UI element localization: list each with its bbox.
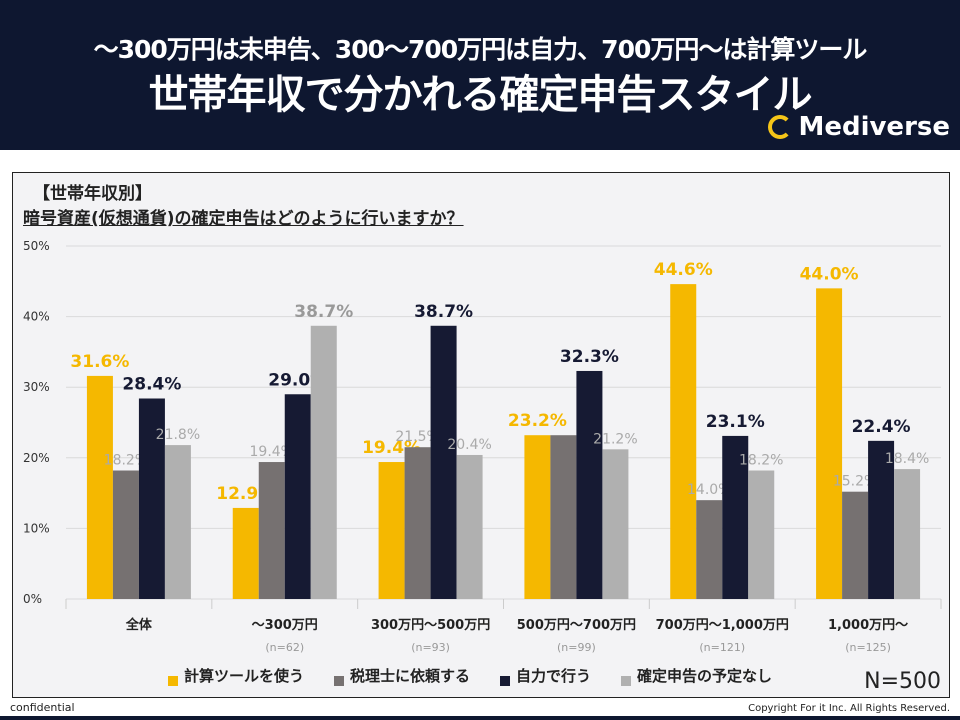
chart-question: 暗号資産(仮想通貨)の確定申告はどのように行いますか？ [23, 209, 464, 229]
data-label: 32.3% [560, 347, 619, 367]
legend-item: 自力で行う [500, 665, 591, 686]
chart-title: 【世帯年収別】 [33, 184, 152, 204]
y-tick-label: 20% [23, 451, 50, 465]
y-tick-label: 10% [23, 521, 50, 535]
data-label: 18.2% [104, 453, 148, 469]
bar [456, 454, 483, 599]
legend-item: 確定申告の予定なし [621, 665, 772, 686]
data-label: 31.6% [70, 352, 129, 372]
legend-swatch [621, 676, 632, 686]
x-tick-n: (n=93) [411, 641, 450, 654]
bar [722, 435, 749, 599]
bar [284, 394, 311, 599]
data-label: 21.8% [156, 427, 200, 443]
data-label: 44.6% [654, 260, 713, 280]
logo-text: Mediverse [798, 112, 950, 142]
data-label: 20.4% [447, 437, 491, 453]
x-tick-label: 1,000万円〜 [828, 618, 908, 633]
data-label: 38.7% [414, 302, 473, 322]
y-tick-label: 40% [23, 310, 50, 324]
data-label: 18.4% [885, 451, 929, 467]
legend: 計算ツールを使う 税理士に依頼する 自力で行う 確定申告の予定なし [168, 665, 772, 686]
legend-item: 計算ツールを使う [168, 665, 304, 686]
x-tick-label: 〜300万円 [252, 618, 318, 633]
bar [842, 491, 869, 599]
sample-size: N=500 [864, 669, 941, 694]
bar [576, 370, 603, 599]
bar [670, 284, 697, 599]
x-tick-label: 500万円〜700万円 [517, 618, 636, 633]
bar [816, 288, 843, 599]
page-title: 世帯年収で分かれる確定申告スタイル [148, 72, 813, 118]
legend-label: 確定申告の予定なし [637, 667, 773, 685]
x-tick-label: 全体 [125, 617, 153, 633]
bar [748, 470, 775, 599]
x-tick-n: (n=121) [699, 641, 745, 654]
bar [868, 440, 895, 599]
data-label: 38.7% [294, 302, 353, 322]
copyright: Copyright For it Inc. All Rights Reserve… [748, 703, 950, 714]
bar [602, 449, 629, 599]
bar [404, 447, 431, 599]
bar [138, 398, 165, 599]
bar [524, 435, 551, 599]
bar [258, 462, 285, 599]
y-tick-label: 30% [23, 380, 50, 394]
y-tick-label: 0% [23, 592, 42, 606]
x-tick-label: 300万円〜500万円 [371, 618, 490, 633]
data-label: 21.2% [593, 431, 637, 447]
chart-box: 【世帯年収別】 暗号資産(仮想通貨)の確定申告はどのように行いますか？ 0% 10… [12, 172, 950, 698]
chart-sheet: 【世帯年収別】 暗号資産(仮想通貨)の確定申告はどのように行いますか？ 0% 10… [0, 150, 960, 716]
header: 〜300万円は未申告、300〜700万円は自力、700万円〜は計算ツール 世帯年… [0, 0, 960, 150]
bar [86, 375, 113, 599]
bar [894, 469, 921, 599]
logo: Mediverse [768, 112, 950, 142]
data-label: 18.2% [739, 453, 783, 469]
data-label: 23.2% [508, 411, 567, 431]
data-label: 15.2% [833, 474, 877, 490]
legend-item: 税理士に依頼する [334, 665, 470, 686]
x-tick-n: (n=99) [557, 641, 596, 654]
legend-label: 自力で行う [516, 667, 592, 685]
x-tick-n: (n=125) [845, 641, 891, 654]
data-label: 21.5% [395, 429, 439, 445]
y-tick-label: 50% [23, 239, 50, 253]
confidential-label: confidential [10, 701, 75, 714]
bar [232, 507, 259, 599]
bar [430, 325, 457, 599]
x-tick-n: (n=62) [265, 641, 304, 654]
legend-swatch [500, 676, 511, 686]
legend-swatch [334, 676, 345, 686]
bar [112, 470, 139, 599]
bar-chart: 0% 10% 20% 30% 40% 50% 全体 31.6% 18.2% 28.4% 21.8% 〜… [23, 239, 942, 654]
x-tick-label: 700万円〜1,000万円 [656, 618, 789, 633]
bar [378, 462, 405, 599]
data-label: 19.4% [250, 444, 294, 460]
data-label: 44.0% [800, 264, 859, 284]
logo-icon [768, 115, 793, 139]
data-label: 28.4% [122, 374, 181, 394]
data-label: 14.0% [687, 482, 731, 498]
subtitle: 〜300万円は未申告、300〜700万円は自力、700万円〜は計算ツール [93, 35, 868, 64]
legend-swatch [168, 676, 178, 686]
data-label: 23.1% [706, 412, 765, 432]
bar [164, 445, 191, 599]
legend-label: 税理士に依頼する [350, 667, 471, 685]
data-label: 22.4% [852, 417, 911, 437]
bar [310, 325, 337, 599]
legend-label: 計算ツールを使う [184, 667, 305, 685]
bar [550, 435, 577, 599]
bar [696, 500, 723, 599]
